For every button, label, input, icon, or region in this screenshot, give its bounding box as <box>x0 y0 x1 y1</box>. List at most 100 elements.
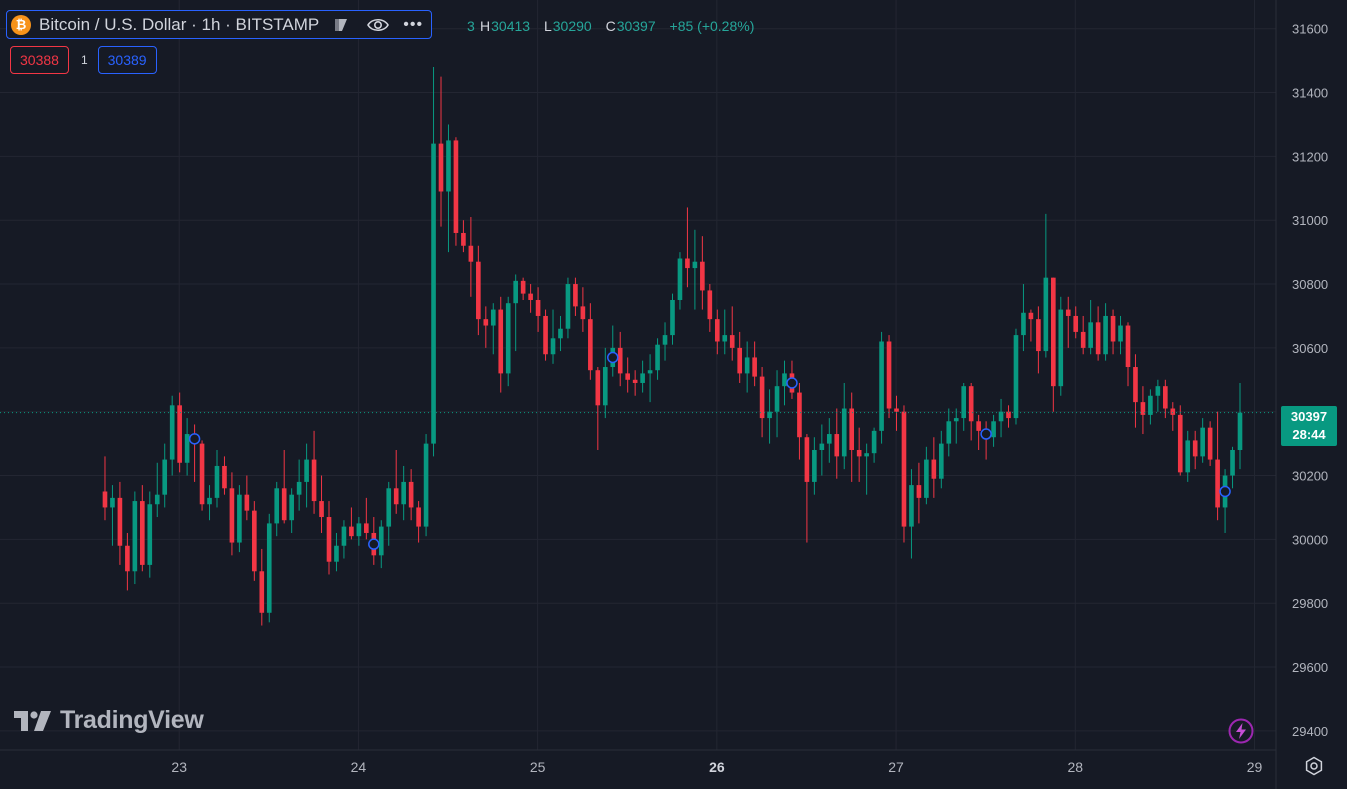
candle-body <box>931 459 937 479</box>
event-marker[interactable] <box>368 538 380 550</box>
event-marker[interactable] <box>786 377 798 389</box>
candle-body <box>349 526 354 537</box>
candle-body <box>528 293 533 300</box>
candle-body <box>655 344 660 371</box>
candle-body <box>513 280 518 304</box>
candle-body <box>1080 331 1086 348</box>
candle-body <box>797 392 802 438</box>
candle-body <box>1192 440 1198 457</box>
candle-body <box>446 140 451 192</box>
candle-body <box>968 386 974 422</box>
candle-body <box>924 459 929 498</box>
candle-body <box>1028 312 1034 320</box>
candle-body <box>1148 395 1153 415</box>
event-marker[interactable] <box>980 428 992 440</box>
more-icon[interactable]: ••• <box>403 15 424 33</box>
candle-body <box>274 488 280 524</box>
candle-body <box>423 443 429 527</box>
candle-body <box>244 494 250 511</box>
ohlc-close-label: C <box>605 18 616 34</box>
candle-body <box>588 319 593 371</box>
candle-body <box>341 526 347 546</box>
candle-body <box>976 421 981 431</box>
candle-body <box>886 341 892 409</box>
candle-body <box>573 284 578 307</box>
candle-body <box>1043 277 1049 352</box>
time-tick-label: 23 <box>171 759 187 775</box>
event-marker[interactable] <box>188 433 201 445</box>
event-markers[interactable] <box>188 351 1231 550</box>
candle-body <box>401 481 406 505</box>
candle-body <box>901 411 907 527</box>
candle-body <box>520 280 526 294</box>
candle-body <box>393 488 399 505</box>
price-axis[interactable]: 2940029600298003000030200304003060030800… <box>1292 22 1328 739</box>
candle-body <box>1230 450 1235 476</box>
symbol-legend[interactable]: ₿ Bitcoin / U.S. Dollar · 1h · BITSTAMP … <box>6 10 433 39</box>
candle-body <box>222 465 227 489</box>
tradingview-watermark[interactable]: TradingView <box>14 706 204 735</box>
candle-body <box>1140 402 1146 415</box>
spread-value: 1 <box>80 53 88 67</box>
ohlc-change: +85 (+0.28%) <box>669 18 755 34</box>
candle-body <box>946 421 952 444</box>
candle-body <box>468 245 474 262</box>
candle-body <box>169 405 175 460</box>
candle-body <box>483 319 489 326</box>
candle-body <box>1118 325 1123 342</box>
ohlc-low-label: L <box>543 18 552 34</box>
time-tick-label: 29 <box>1247 759 1263 775</box>
candle-body <box>356 523 362 537</box>
flag-icon[interactable] <box>333 17 349 33</box>
candle-body <box>879 341 884 431</box>
candle-body <box>490 309 496 326</box>
candle-body <box>1133 367 1138 403</box>
candle-body <box>1163 386 1168 409</box>
symbol-title[interactable]: Bitcoin / U.S. Dollar · 1h · BITSTAMP <box>39 14 320 34</box>
candle-body <box>685 258 690 269</box>
candle-body <box>1021 312 1026 336</box>
candle-body <box>998 411 1004 422</box>
current-price-label: 30397 28:44 <box>1281 406 1337 446</box>
candle-body <box>535 300 541 316</box>
candle-body <box>311 459 317 502</box>
candle-body <box>1006 411 1011 419</box>
candle-body <box>453 140 459 233</box>
lightning-icon[interactable] <box>1228 718 1254 744</box>
event-marker[interactable] <box>1219 485 1231 498</box>
candle-body <box>894 408 899 412</box>
eye-icon[interactable] <box>367 17 390 33</box>
price-tick-label: 30800 <box>1292 277 1328 292</box>
candle-body <box>214 465 220 498</box>
trade-buttons: 30388 1 30389 <box>10 46 157 74</box>
candle-body <box>714 319 720 342</box>
settings-icon[interactable] <box>1304 756 1324 776</box>
candle-body <box>991 421 996 438</box>
candle-body <box>640 373 645 383</box>
candle-body <box>1207 427 1213 460</box>
candle-body <box>767 411 772 419</box>
price-tick-label: 31200 <box>1292 149 1328 164</box>
buy-button[interactable]: 30389 <box>97 46 157 74</box>
price-tick-label: 29800 <box>1292 596 1328 611</box>
tradingview-logo-icon <box>14 710 51 731</box>
time-axis[interactable]: 23 24 25 26 27 28 29 <box>171 759 1262 775</box>
candle-body <box>184 434 190 463</box>
candle-body <box>438 143 444 192</box>
candle-body <box>364 523 369 533</box>
candle-body <box>625 373 631 380</box>
candle-body <box>1065 309 1071 316</box>
candle-body <box>580 306 586 320</box>
candle-body <box>431 143 436 444</box>
candle-body <box>834 434 840 457</box>
sell-button[interactable]: 30388 <box>10 46 69 74</box>
candle-body <box>938 443 944 479</box>
event-marker[interactable] <box>607 351 619 364</box>
candle-body <box>632 379 638 383</box>
candle-body <box>670 300 675 336</box>
candle-body <box>1088 322 1093 348</box>
candle-body <box>804 437 810 482</box>
candle-body <box>408 481 414 508</box>
candle-body <box>647 370 653 374</box>
